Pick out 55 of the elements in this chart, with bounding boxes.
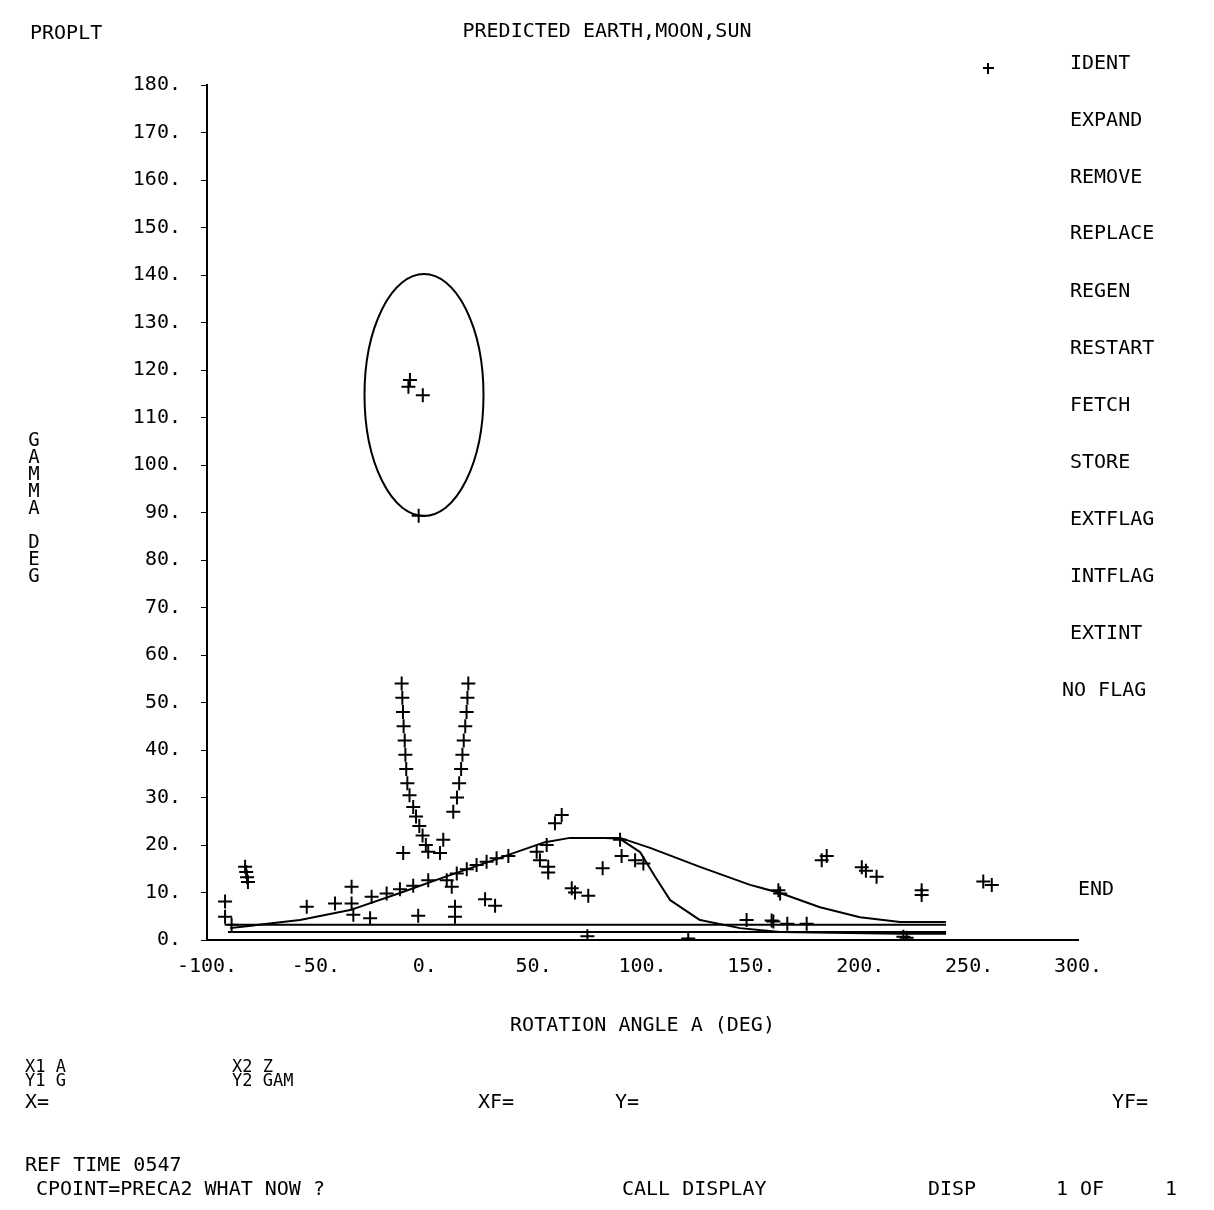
annotation: REGEN	[1070, 278, 1131, 302]
annotation: REMOVE	[1070, 164, 1143, 188]
x-tick-label: 200.	[836, 953, 885, 978]
y-tick-label: 110.	[132, 403, 181, 428]
annotation: REPLACE	[1070, 220, 1155, 244]
y-tick-label: 140.	[132, 261, 181, 286]
text: CALL DISPLAY	[622, 1176, 767, 1200]
y-tick-label: 80.	[144, 546, 181, 571]
annotation: RESTART	[1070, 335, 1155, 359]
x-tick-label: 150.	[727, 953, 776, 978]
annotation: INTFLAG	[1070, 563, 1155, 587]
x-tick-label: 300.	[1053, 953, 1103, 978]
y-tick-label: 100.	[132, 451, 181, 476]
y-tick-label: 40.	[144, 736, 181, 761]
y-tick-label: 130.	[132, 308, 181, 333]
y-tick-label: 120.	[132, 356, 181, 381]
y-tick-label: 50.	[144, 688, 181, 713]
y-tick-label: 90.	[144, 498, 181, 523]
x-tick-label: 250.	[945, 953, 994, 978]
text: CPOINT=PRECA2 WHAT NOW ?	[36, 1176, 325, 1200]
annotation: FETCH	[1070, 392, 1131, 416]
annotation: EXPAND	[1070, 107, 1143, 131]
x-tick-label: -50.	[291, 953, 340, 978]
y-tick-label: 150.	[132, 213, 181, 238]
text: IDENT	[1070, 50, 1131, 74]
text: 1	[1165, 1176, 1178, 1200]
y-tick-label: 170.	[132, 118, 181, 143]
x-tick-label: 100.	[618, 953, 667, 978]
text: REF TIME 0547	[25, 1152, 182, 1176]
y-tick-label: 30.	[144, 783, 181, 808]
text: Y=	[615, 1089, 640, 1113]
text: PROPLT	[30, 20, 103, 44]
chart-title: PREDICTED EARTH,MOON,SUN	[462, 18, 752, 42]
text: X=	[25, 1089, 50, 1113]
text: YF=	[1112, 1089, 1149, 1113]
annotation: STORE	[1070, 449, 1131, 473]
x-tick-label: 0.	[412, 953, 437, 978]
text: DISP	[928, 1176, 977, 1200]
x-tick-label: 50.	[515, 953, 552, 978]
y-tick-label: 160.	[132, 166, 181, 191]
x-axis-title: ROTATION ANGLE A (DEG)	[509, 1012, 776, 1036]
y-tick-label: 20.	[144, 831, 181, 856]
y-tick-label: 60.	[144, 641, 181, 666]
annotation: EXTFLAG	[1070, 506, 1155, 530]
y-tick-label: 10.	[144, 878, 181, 903]
annotation: NO FLAG	[1062, 677, 1147, 701]
y-axis-title: GAMMA DEG	[22, 428, 46, 581]
y-tick-label: 0.	[156, 926, 181, 951]
y-tick-label: 180.	[132, 71, 181, 96]
text: 1 OF	[1056, 1176, 1105, 1200]
text: XF=	[478, 1089, 515, 1113]
y-tick-label: 70.	[144, 593, 181, 618]
annotation: EXTINT	[1070, 620, 1143, 644]
annotation: END	[1078, 876, 1115, 900]
x-tick-label: -100.	[176, 953, 238, 978]
